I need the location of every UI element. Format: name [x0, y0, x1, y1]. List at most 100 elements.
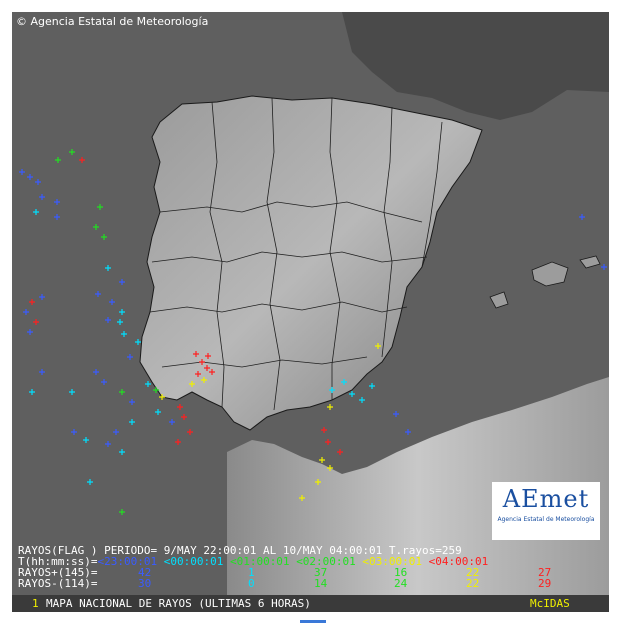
copyright-notice: © Agencia Estatal de Meteorología — [16, 15, 209, 28]
negative-value-3: 14 — [314, 577, 328, 590]
lightning-strike-mark — [119, 309, 125, 315]
aemet-logo-subtitle: Agencia Estatal de Meteorología — [497, 516, 595, 523]
lightning-strike-mark — [27, 174, 33, 180]
lightning-strike-mark — [95, 291, 101, 297]
lightning-strike-mark — [127, 354, 133, 360]
lightning-strike-mark — [601, 264, 607, 270]
lightning-strike-mark — [27, 329, 33, 335]
balearic-ibiza — [489, 291, 509, 309]
lightning-strike-mark — [175, 439, 181, 445]
lightning-strike-mark — [35, 179, 41, 185]
lightning-strike-mark — [341, 379, 347, 385]
lightning-strike-mark — [181, 414, 187, 420]
lightning-strike-mark — [315, 479, 321, 485]
lightning-strike-mark — [69, 149, 75, 155]
lightning-strike-mark — [87, 479, 93, 485]
lightning-strike-mark — [177, 404, 183, 410]
lightning-strike-mark — [105, 265, 111, 271]
lightning-strike-mark — [327, 404, 333, 410]
time-bin-2: <00:00:01 — [163, 555, 224, 568]
lightning-strike-mark — [119, 509, 125, 515]
lightning-strike-mark — [119, 389, 125, 395]
lightning-strike-mark — [135, 339, 141, 345]
lightning-strike-mark — [375, 343, 381, 349]
legend-row-negative: RAYOS-(114)= 30 0 14 24 22 29 — [18, 577, 551, 590]
lightning-strike-mark — [195, 371, 201, 377]
lightning-strike-mark — [113, 429, 119, 435]
lightning-strike-mark — [105, 317, 111, 323]
province-borders — [149, 97, 443, 411]
lightning-strike-mark — [129, 399, 135, 405]
lightning-strike-mark — [33, 319, 39, 325]
lightning-strike-mark — [79, 157, 85, 163]
positive-value-3: 37 — [314, 566, 328, 579]
positive-value-4: 16 — [394, 566, 408, 579]
lightning-strike-mark — [101, 234, 107, 240]
lightning-strike-mark — [83, 437, 89, 443]
lightning-strike-mark — [201, 377, 207, 383]
lightning-strikes — [19, 149, 607, 515]
lightning-strike-mark — [117, 319, 123, 325]
lightning-strike-mark — [54, 199, 60, 205]
positive-label: RAYOS+(145)= — [18, 566, 98, 579]
negative-value-6: 29 — [538, 577, 552, 590]
legend-row-period: RAYOS(FLAG ) PERIODO= 9/MAY 22:00:01 AL … — [18, 545, 462, 556]
footer-index: 1 — [32, 597, 39, 610]
lightning-strike-mark — [169, 419, 175, 425]
balearic-mallorca — [531, 261, 569, 287]
period-label: RAYOS(FLAG ) PERIODO= 9/MAY 22:00:01 AL … — [18, 544, 383, 557]
negative-value-5: 22 — [466, 577, 480, 590]
time-bin-6: <04:00:01 — [428, 555, 489, 568]
lightning-strike-mark — [119, 449, 125, 455]
negative-label: RAYOS-(114)= — [18, 577, 98, 590]
lightning-strike-mark — [153, 387, 159, 393]
footer-bar: 1 MAPA NACIONAL DE RAYOS (ULTIMAS 6 HORA… — [12, 595, 609, 612]
lightning-strike-mark — [393, 411, 399, 417]
lightning-strike-mark — [109, 299, 115, 305]
aemet-logo-mark: AEmet — [502, 485, 590, 513]
lightning-strike-mark — [159, 394, 165, 400]
negative-value-1: 30 — [138, 577, 152, 590]
lightning-strike-mark — [349, 391, 355, 397]
lightning-strike-mark — [329, 387, 335, 393]
lightning-strike-mark — [359, 397, 365, 403]
lightning-strike-mark — [325, 439, 331, 445]
lightning-strike-mark — [129, 419, 135, 425]
lightning-strike-mark — [209, 369, 215, 375]
lightning-strike-mark — [337, 449, 343, 455]
lightning-strike-mark — [327, 465, 333, 471]
lightning-strike-mark — [93, 224, 99, 230]
lightning-strike-mark — [119, 279, 125, 285]
negative-value-4: 24 — [394, 577, 408, 590]
france-landmass — [342, 12, 609, 120]
lightning-strike-mark — [405, 429, 411, 435]
lightning-strike-mark — [199, 359, 205, 365]
time-bin-1: <23:00:01 — [97, 555, 158, 568]
lightning-strike-mark — [93, 369, 99, 375]
lightning-strike-mark — [145, 381, 151, 387]
lightning-strike-mark — [71, 429, 77, 435]
lightning-strike-mark — [19, 169, 25, 175]
legend-row-time-bins: T(hh:mm:ss)=<23:00:01 <00:00:01 <01:00:0… — [18, 556, 488, 567]
time-bin-3: <01:00:01 — [229, 555, 290, 568]
footer-title: MAPA NACIONAL DE RAYOS (ULTIMAS 6 HORAS) — [46, 597, 311, 610]
time-bin-4: <02:00:01 — [296, 555, 356, 568]
lightning-strike-mark — [39, 294, 45, 300]
lightning-strike-mark — [33, 209, 39, 215]
positive-value-1: 42 — [138, 566, 152, 579]
lightning-strike-mark — [29, 299, 35, 305]
positive-value-5: 22 — [466, 566, 480, 579]
lightning-strike-mark — [55, 157, 61, 163]
positive-value-6: 27 — [538, 566, 552, 579]
time-bin-5: <03:00:01 — [362, 555, 423, 568]
total-strikes: T.rayos=259 — [388, 544, 462, 557]
lightning-strike-mark — [101, 379, 107, 385]
lightning-strike-mark — [29, 389, 35, 395]
lightning-strike-mark — [69, 389, 75, 395]
footer-software: McIDAS — [530, 597, 570, 610]
lightning-strike-mark — [97, 204, 103, 210]
lightning-strike-mark — [189, 381, 195, 387]
lightning-strike-mark — [39, 369, 45, 375]
lightning-strike-mark — [193, 351, 199, 357]
lightning-strike-mark — [204, 365, 210, 371]
